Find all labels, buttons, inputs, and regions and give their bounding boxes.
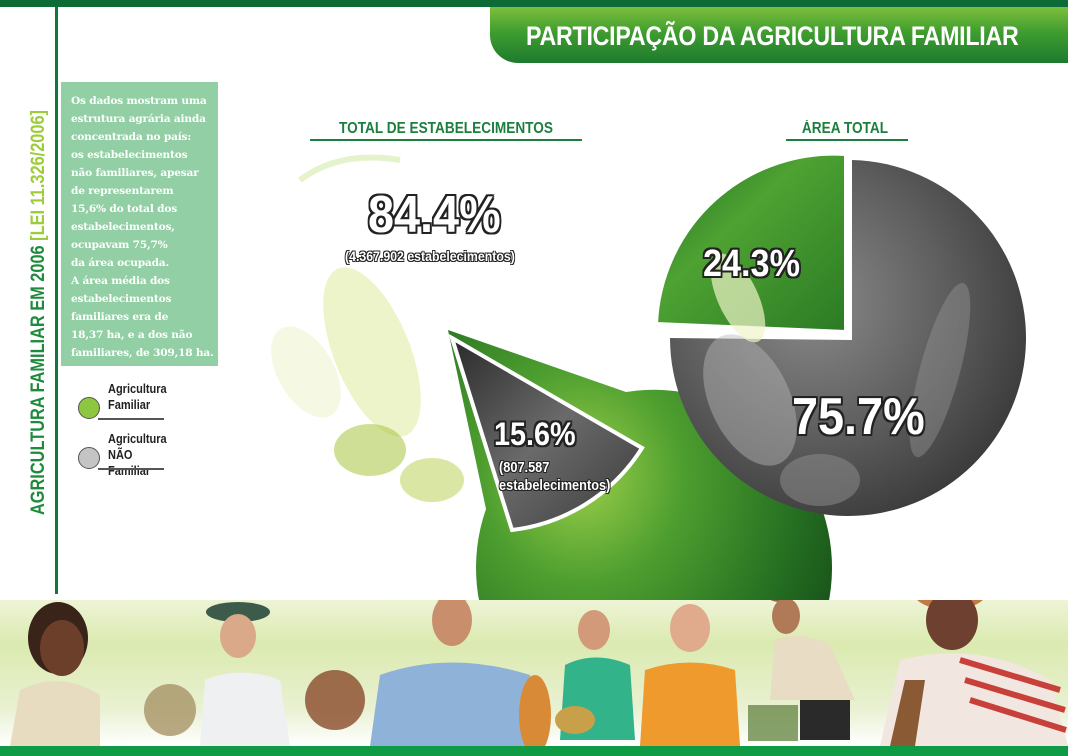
legend-item-familiar: Agricultura Familiar <box>76 381 167 421</box>
legend-label-familiar: Agricultura Familiar <box>108 382 167 412</box>
top-bar <box>0 0 1068 7</box>
label-non-familiar-establishments-count: (807.587 estabelecimentos) <box>499 460 611 494</box>
legend-underline <box>98 418 164 420</box>
label-familiar-establishments-pct: 84.4% <box>368 186 501 244</box>
green-circle-icon <box>78 397 100 419</box>
farmers-illustration <box>10 570 1068 755</box>
slice-familiar-area <box>653 151 848 335</box>
page-title: PARTICIPAÇÃO DA AGRICULTURA FAMILIAR <box>526 21 1019 51</box>
info-text: Os dados mostram uma estrutura agrária a… <box>71 95 214 359</box>
slice-non-familiar-establishments <box>448 333 645 533</box>
legend-item-non-familiar: Agricultura NÃO Familiar <box>76 431 167 478</box>
chart-title-underline <box>310 139 582 141</box>
vertical-divider <box>55 7 58 594</box>
chart-title-establishments: TOTAL DE ESTABELECIMENTOS <box>339 120 553 137</box>
label-familiar-area-pct: 24.3% <box>703 243 800 285</box>
label-non-familiar-area-pct: 75.7% <box>792 388 925 446</box>
chart-title-underline <box>786 139 908 141</box>
label-non-familiar-establishments-pct: 15.6% <box>494 416 576 452</box>
legend-label-non-familiar: Agricultura NÃO Familiar <box>108 432 167 478</box>
info-box: Os dados mostram uma estrutura agrária a… <box>61 82 218 366</box>
pie-area <box>653 151 1026 516</box>
bottom-bar <box>0 746 1068 756</box>
farmers-photo-strip <box>0 570 1068 755</box>
grey-circle-icon <box>78 447 100 469</box>
slice-non-familiar-area <box>670 160 1026 516</box>
chart-title-area: ÁREA TOTAL <box>801 120 889 137</box>
label-familiar-establishments-count: (4.367.902 estabelecimentos) <box>345 248 515 264</box>
legend-underline <box>98 468 164 470</box>
header-banner: PARTICIPAÇÃO DA AGRICULTURA FAMILIAR <box>490 7 1068 63</box>
